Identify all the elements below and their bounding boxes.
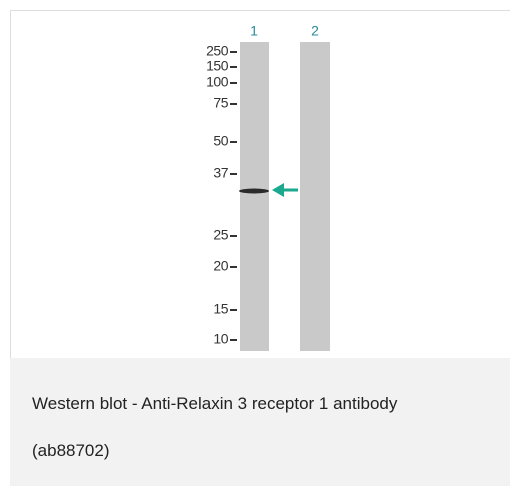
lane — [240, 42, 269, 351]
lane-label: 2 — [311, 23, 319, 39]
band — [239, 189, 269, 194]
caption: Western blot - Anti-Relaxin 3 receptor 1… — [10, 358, 510, 486]
caption-text: (ab88702) — [32, 441, 110, 461]
marker-label: 75 — [213, 95, 228, 111]
lane-label: 1 — [250, 23, 258, 39]
marker-label: 15 — [213, 301, 228, 317]
marker-label: 37 — [213, 165, 228, 181]
marker-label: 25 — [213, 227, 228, 243]
marker-label: 250 — [206, 43, 229, 59]
arrow — [272, 183, 298, 197]
marker-label: 10 — [213, 331, 228, 347]
marker-label: 150 — [206, 58, 229, 74]
lane — [300, 42, 330, 351]
marker-label: 100 — [206, 74, 229, 90]
marker-label: 20 — [213, 258, 228, 274]
marker-label: 50 — [213, 133, 228, 149]
page: 1 2 250150100 75 50 37 25 20 15 10 Western blot… — [0, 0, 510, 486]
caption-text: Western blot - Anti-Relaxin 3 receptor 1… — [32, 394, 397, 414]
